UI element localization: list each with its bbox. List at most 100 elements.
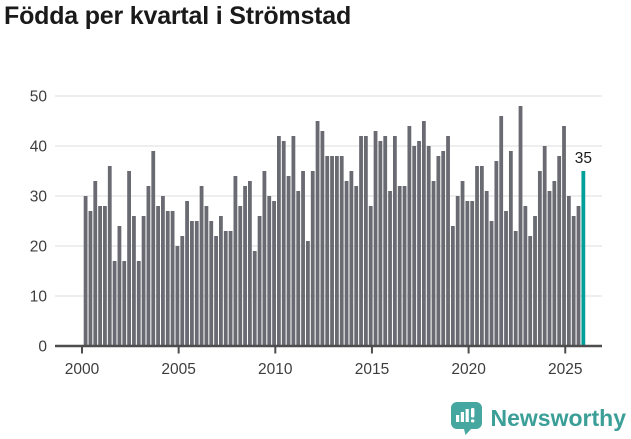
bar bbox=[233, 176, 238, 346]
bar bbox=[296, 191, 301, 346]
bar bbox=[238, 206, 243, 346]
bar bbox=[330, 156, 334, 346]
highlighted-bar bbox=[581, 171, 586, 346]
bar bbox=[103, 206, 107, 346]
bar bbox=[267, 196, 272, 346]
bar bbox=[165, 211, 170, 346]
bar bbox=[388, 191, 392, 346]
bar bbox=[161, 196, 165, 346]
bar bbox=[190, 221, 194, 346]
bar bbox=[354, 186, 359, 346]
x-axis-tick-label: 2025 bbox=[548, 361, 582, 378]
bar bbox=[426, 146, 431, 346]
y-axis-tick-label: 40 bbox=[30, 139, 48, 156]
bar bbox=[277, 136, 281, 346]
bar bbox=[363, 136, 368, 346]
bar bbox=[315, 121, 320, 346]
bar bbox=[156, 206, 160, 346]
bar bbox=[436, 156, 441, 346]
bar bbox=[248, 181, 252, 346]
bar bbox=[552, 181, 557, 346]
bar bbox=[349, 171, 354, 346]
bar bbox=[262, 171, 267, 346]
bar bbox=[141, 216, 146, 346]
bar bbox=[373, 131, 378, 346]
bar bbox=[204, 206, 209, 346]
bar bbox=[412, 146, 417, 346]
bar bbox=[504, 211, 508, 346]
bar bbox=[523, 206, 528, 346]
bar bbox=[383, 136, 388, 346]
bar bbox=[117, 226, 122, 346]
x-axis-tick-label: 2005 bbox=[161, 361, 195, 378]
y-axis-tick-label: 30 bbox=[30, 189, 48, 206]
bar bbox=[537, 171, 542, 346]
bar bbox=[175, 246, 180, 346]
bar bbox=[180, 236, 185, 346]
bar bbox=[441, 151, 446, 346]
bar bbox=[107, 166, 112, 346]
y-axis-tick-label: 10 bbox=[30, 289, 48, 306]
bar bbox=[194, 221, 199, 346]
bar bbox=[112, 261, 117, 346]
bar bbox=[557, 156, 562, 346]
bar bbox=[320, 131, 325, 346]
bar bbox=[484, 191, 489, 346]
bar bbox=[170, 211, 175, 346]
bar bbox=[359, 136, 363, 346]
x-axis-tick-label: 2015 bbox=[355, 361, 389, 378]
bar bbox=[547, 191, 552, 346]
bar bbox=[518, 106, 523, 346]
bar bbox=[305, 241, 310, 346]
bar bbox=[281, 141, 286, 346]
logo-barchart-glyph bbox=[455, 408, 474, 423]
bar bbox=[528, 236, 533, 346]
bar bbox=[499, 116, 504, 346]
bar bbox=[122, 261, 127, 346]
bar bbox=[368, 206, 373, 346]
x-axis-tick-label: 2010 bbox=[258, 361, 293, 378]
newsworthy-brand-text: Newsworthy bbox=[490, 404, 626, 431]
bar bbox=[209, 221, 214, 346]
newsworthy-logo-icon bbox=[450, 402, 482, 435]
bar bbox=[417, 141, 421, 346]
bar bbox=[344, 181, 349, 346]
bar bbox=[455, 196, 460, 346]
bar bbox=[334, 156, 339, 346]
bar bbox=[136, 261, 141, 346]
bar bbox=[93, 181, 98, 346]
x-axis-tick-label: 2020 bbox=[451, 361, 486, 378]
bar bbox=[291, 136, 296, 346]
bar bbox=[219, 216, 223, 346]
bar bbox=[272, 201, 276, 346]
newsworthy-logo[interactable]: Newsworthy bbox=[450, 401, 626, 435]
bar bbox=[402, 186, 407, 346]
bar bbox=[228, 231, 233, 346]
bar bbox=[465, 201, 470, 346]
bar bbox=[325, 156, 330, 346]
bar bbox=[562, 126, 566, 346]
bar bbox=[83, 196, 88, 346]
bar bbox=[243, 186, 247, 346]
bar bbox=[214, 236, 218, 346]
bar bbox=[494, 161, 499, 346]
bar bbox=[407, 126, 412, 346]
bar bbox=[339, 156, 344, 346]
bar bbox=[397, 186, 402, 346]
bar bbox=[127, 171, 131, 346]
bar bbox=[151, 151, 156, 346]
bar-value-label: 35 bbox=[575, 150, 592, 167]
bar bbox=[566, 196, 571, 346]
bar bbox=[88, 211, 93, 346]
bar bbox=[533, 216, 537, 346]
y-axis-tick-label: 20 bbox=[30, 239, 48, 256]
y-axis-tick-label: 0 bbox=[38, 339, 47, 356]
bar-chart: 0 10 20 30 40 50 2000 2005 2010 2015 2020 2025 35 bbox=[30, 89, 602, 378]
bar bbox=[513, 231, 518, 346]
bar bbox=[252, 251, 257, 346]
bar bbox=[257, 216, 262, 346]
bar bbox=[301, 171, 305, 346]
bar bbox=[310, 171, 315, 346]
bar bbox=[475, 166, 479, 346]
bar bbox=[431, 181, 436, 346]
